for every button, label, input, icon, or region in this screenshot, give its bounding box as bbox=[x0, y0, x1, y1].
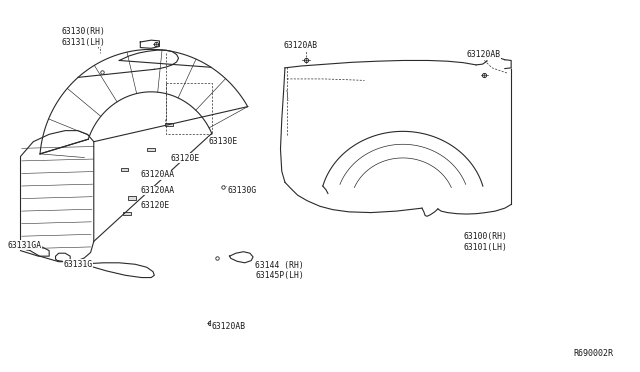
Text: 63130G: 63130G bbox=[228, 186, 257, 195]
Text: 63131GA: 63131GA bbox=[8, 241, 42, 250]
Bar bbox=[147, 148, 155, 151]
Text: 63130E: 63130E bbox=[209, 137, 237, 146]
Text: 63130(RH)
63131(LH): 63130(RH) 63131(LH) bbox=[62, 27, 106, 46]
Text: 63120AA: 63120AA bbox=[140, 170, 175, 179]
Bar bbox=[123, 212, 131, 215]
Text: 63120E: 63120E bbox=[140, 201, 170, 210]
Text: 63120E: 63120E bbox=[170, 154, 200, 163]
Text: 63120AB: 63120AB bbox=[212, 322, 246, 331]
Text: 63120AB: 63120AB bbox=[283, 41, 317, 50]
Text: R690002R: R690002R bbox=[573, 349, 613, 358]
Text: 63120AB: 63120AB bbox=[467, 51, 500, 60]
Text: 63144 (RH)
63145P(LH): 63144 (RH) 63145P(LH) bbox=[255, 260, 304, 280]
Text: 63131G: 63131G bbox=[64, 260, 93, 269]
Text: 63120AA: 63120AA bbox=[140, 186, 175, 195]
Text: 63100(RH)
63101(LH): 63100(RH) 63101(LH) bbox=[463, 232, 508, 251]
Bar bbox=[128, 196, 136, 200]
Bar bbox=[165, 123, 173, 126]
Bar bbox=[120, 168, 128, 171]
